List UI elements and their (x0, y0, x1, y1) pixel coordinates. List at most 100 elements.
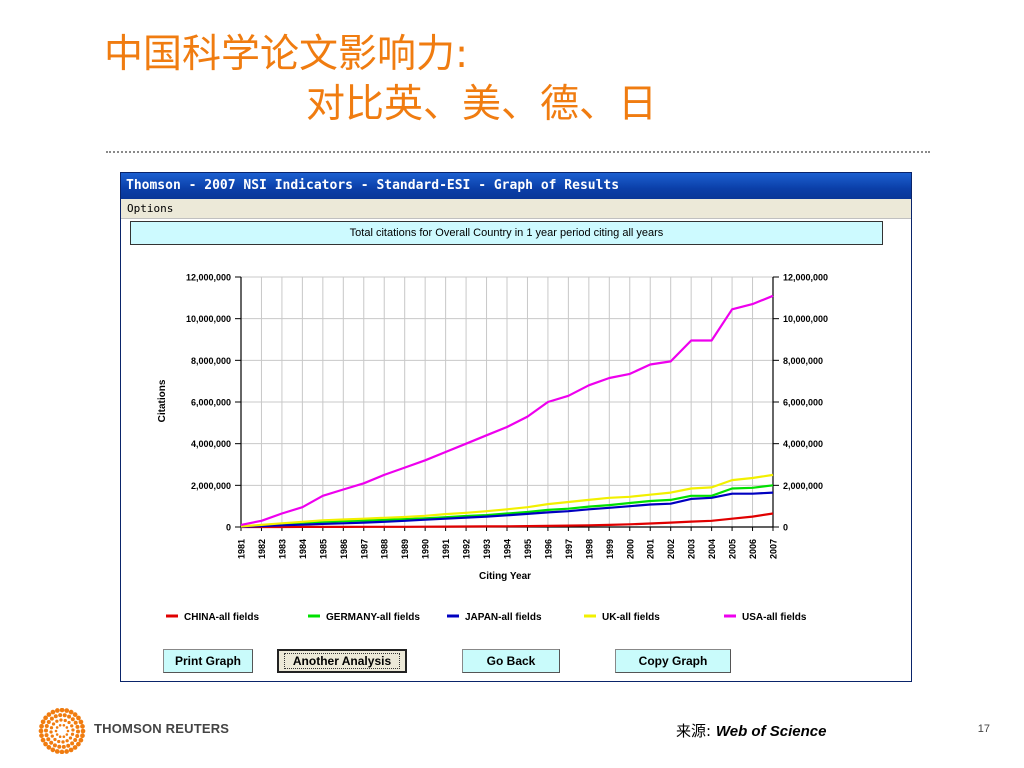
logo-dot (62, 735, 66, 739)
copy-graph-button[interactable]: Copy Graph (615, 649, 731, 673)
logo-dot (65, 733, 69, 736)
logo-dot (73, 720, 78, 725)
series-line-4 (240, 473, 774, 528)
logo-dot (75, 729, 80, 734)
x-tick-label: 1998 (584, 539, 594, 559)
logo-dot (52, 743, 57, 748)
logo-dot (38, 728, 44, 734)
x-tick-label: 1989 (400, 539, 410, 559)
logo-dot (44, 724, 49, 729)
source-label: 来源 (676, 722, 707, 740)
y-tick-label-left: 10,000,000 (186, 314, 231, 324)
logo-dot (46, 745, 52, 750)
logo-dot (44, 728, 49, 733)
x-tick-label: 2000 (625, 539, 635, 559)
logo-dot (78, 719, 84, 725)
legend-label-5: USA-all fields (742, 612, 807, 623)
y-tick-label-left: 4,000,000 (191, 439, 231, 449)
logo-dot (72, 712, 78, 717)
x-tick-label: 2002 (666, 539, 676, 559)
logo-dot (64, 708, 70, 713)
print-graph-button[interactable]: Print Graph (163, 649, 253, 673)
logo-dot (75, 733, 80, 738)
y-tick-labels-left: 0 2,000,000 4,000,000 6,000,000 8,000,000 10,… (186, 273, 231, 533)
chart-series-lines (240, 294, 774, 529)
y-axis-title: Citations (157, 379, 168, 422)
x-tick-label: 1990 (421, 539, 431, 559)
logo-dot (40, 719, 46, 725)
y-tick-label-right: 0 (783, 523, 788, 533)
x-tick-label: 2007 (769, 539, 779, 559)
chart-legend: CHINA-all fields GERMANY-all fields JAPAN-… (166, 612, 807, 623)
window-titlebar[interactable]: Thomson - 2007 NSI Indicators - Standard… (121, 173, 911, 199)
x-tick-label: 1995 (523, 539, 533, 559)
logo-dot (67, 714, 72, 719)
source-separator: : (706, 722, 712, 740)
source-value: Web of Science (715, 723, 827, 740)
y-tick-label-left: 0 (226, 523, 231, 533)
logo-dot (43, 741, 48, 747)
logo-dot (54, 729, 58, 733)
y-tick-label-right: 4,000,000 (783, 439, 823, 449)
logo-dot (73, 738, 78, 743)
logo-dot (76, 715, 81, 721)
logo-dot (70, 717, 75, 722)
another-analysis-label: Another Analysis (283, 652, 401, 669)
logo-dot (50, 747, 56, 753)
x-tick-label: 2001 (646, 539, 656, 559)
y-tick-label-left: 2,000,000 (191, 481, 231, 491)
go-back-button[interactable]: Go Back (462, 649, 560, 673)
logo-dot (49, 730, 53, 734)
x-tick-label: 1991 (441, 539, 451, 559)
menu-options[interactable]: Options (127, 202, 174, 215)
logo-dot (80, 724, 85, 729)
x-tick-label: 1985 (318, 539, 328, 559)
logo-dot (58, 735, 62, 739)
logo-dot (64, 749, 69, 754)
x-tick-label: 1984 (298, 539, 308, 559)
legend-label-1: CHINA-all fields (184, 612, 259, 623)
series-line-3 (240, 491, 774, 528)
logo-dot (54, 749, 60, 754)
x-tick-labels: 1981 1982 1983 1984 1985 1986 1987 1988 1989 1990… (237, 539, 779, 559)
y-tick-labels-right: 0 2,000,000 4,000,000 6,000,000 8,000,000 10,… (783, 273, 828, 533)
legend-label-3: JAPAN-all fields (465, 612, 542, 623)
logo-dot (80, 728, 86, 734)
logo-dot (40, 737, 46, 743)
logo-dot (50, 734, 54, 738)
x-tick-label: 1988 (380, 539, 390, 559)
logo-dot (70, 732, 75, 736)
chart-title: Total citations for Overall Country in 1… (130, 221, 883, 245)
series-line-2 (240, 484, 774, 528)
logo-dot (58, 723, 62, 727)
source-credit: 来源: Web of Science (676, 720, 826, 741)
x-tick-label: 1999 (605, 539, 615, 559)
logo-dot (76, 741, 81, 747)
series-line-5 (240, 294, 774, 526)
logo-dot (63, 718, 67, 723)
x-tick-label: 2004 (707, 539, 717, 559)
legend-label-2: GERMANY-all fields (326, 612, 420, 623)
results-window: Thomson - 2007 NSI Indicators - Standard… (120, 172, 912, 682)
chart-grid (240, 276, 774, 528)
x-tick-label: 1997 (564, 539, 574, 559)
logo-dot (65, 739, 69, 743)
logo-dot (57, 744, 62, 749)
y-tick-label-right: 8,000,000 (783, 356, 823, 366)
series-line-1 (241, 512, 774, 529)
thomson-reuters-logo-icon (38, 708, 86, 754)
page-number: 17 (977, 723, 990, 735)
logo-dot (39, 723, 44, 729)
another-analysis-button[interactable]: Another Analysis (277, 649, 407, 673)
slide-title-line2: 对比英、美、德、日 (306, 82, 658, 127)
logo-dot (57, 739, 61, 744)
logo-dot (66, 729, 70, 733)
logo-dot (71, 728, 75, 732)
logo-dot (62, 723, 66, 727)
slide-title-line1: 中国科学论文影响力: (104, 32, 469, 77)
logo-dot (59, 708, 65, 713)
logo-dot (62, 713, 67, 718)
logo-dot (68, 709, 74, 715)
x-tick-label: 1986 (339, 539, 349, 559)
logo-dot (50, 709, 56, 715)
